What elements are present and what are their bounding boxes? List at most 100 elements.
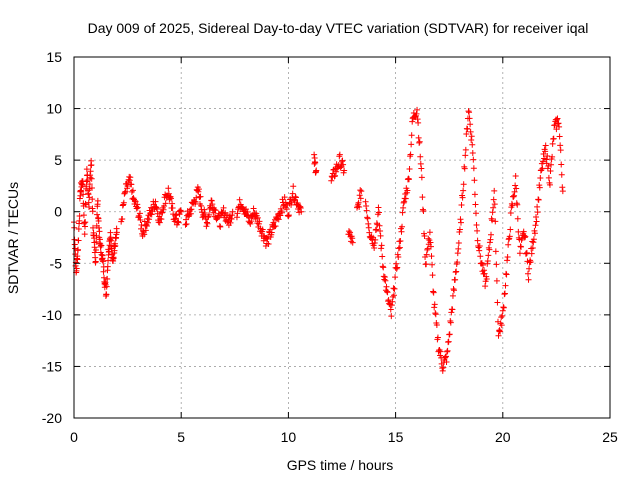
data-point [154,206,161,213]
data-point [530,236,537,243]
data-point [96,228,103,235]
data-point [451,287,458,294]
data-point [349,235,356,242]
data-point [281,194,288,201]
data-point [505,241,512,248]
data-point [379,253,386,260]
data-point [508,200,515,207]
data-point [183,216,190,223]
data-point [74,256,81,263]
data-point [90,224,97,231]
data-point [248,218,255,225]
data-point [136,214,143,221]
data-point [489,209,496,216]
data-point [389,298,396,305]
data-point [98,242,105,249]
data-point [358,188,365,195]
data-point [447,319,454,326]
data-point [418,165,425,172]
data-point [80,191,87,198]
data-point [89,196,96,203]
data-point [547,167,554,174]
data-point [465,108,472,115]
data-point [385,297,392,304]
data-point [457,216,464,223]
data-point [87,168,94,175]
data-point [118,218,125,225]
data-point [134,204,141,211]
data-point [415,119,422,126]
data-point [85,191,92,198]
data-point [357,187,364,194]
data-point [475,244,482,251]
data-point [430,289,437,296]
data-point [402,195,409,202]
data-point [76,195,83,202]
data-point [247,220,254,227]
data-point [492,218,499,225]
data-point [195,188,202,195]
data-point [430,288,437,295]
data-point [486,246,493,253]
data-point [158,216,165,223]
data-point [514,215,521,222]
data-point [527,258,534,265]
data-point [452,276,459,283]
data-point [444,348,451,355]
data-point [474,237,481,244]
data-point [177,207,184,214]
data-point [229,208,236,215]
data-point [428,253,435,260]
data-point [81,231,88,238]
data-point [297,205,304,212]
data-point [337,164,344,171]
data-point [540,158,546,165]
data-point [291,197,298,204]
data-point [424,246,431,253]
data-point [86,203,93,210]
data-point [557,142,564,149]
data-point [520,228,527,235]
y-axis-label: SDTVAR / TECUs [5,182,21,294]
data-point [522,233,529,240]
data-point [533,214,540,221]
data-point [431,301,438,308]
data-point [443,358,450,365]
data-point [83,166,90,173]
data-point [371,244,378,251]
data-point [544,153,551,160]
data-point [399,209,406,216]
data-point [449,292,456,299]
data-point [108,237,115,244]
data-point [558,171,565,178]
data-point [449,306,456,313]
x-tick-label: 10 [281,429,297,445]
data-point [499,312,506,319]
data-point [440,364,447,371]
data-point [526,265,533,272]
data-point [424,245,431,252]
data-point [208,197,215,204]
data-point [372,226,379,233]
data-point [256,218,263,225]
data-point [534,209,541,216]
data-point [479,261,486,268]
data-point [128,181,135,188]
data-point [272,223,279,230]
data-point [549,153,556,160]
data-point [481,267,488,274]
data-point [206,205,213,212]
data-point [331,173,338,180]
data-point [141,231,148,238]
data-point [182,221,189,228]
data-point [197,193,204,200]
data-point [394,264,401,271]
data-point [384,288,391,295]
data-point [135,212,142,219]
data-point [503,271,510,278]
data-point [485,252,492,259]
data-point [476,247,483,254]
data-point [113,229,120,236]
data-point [122,188,129,195]
data-point [363,203,370,209]
